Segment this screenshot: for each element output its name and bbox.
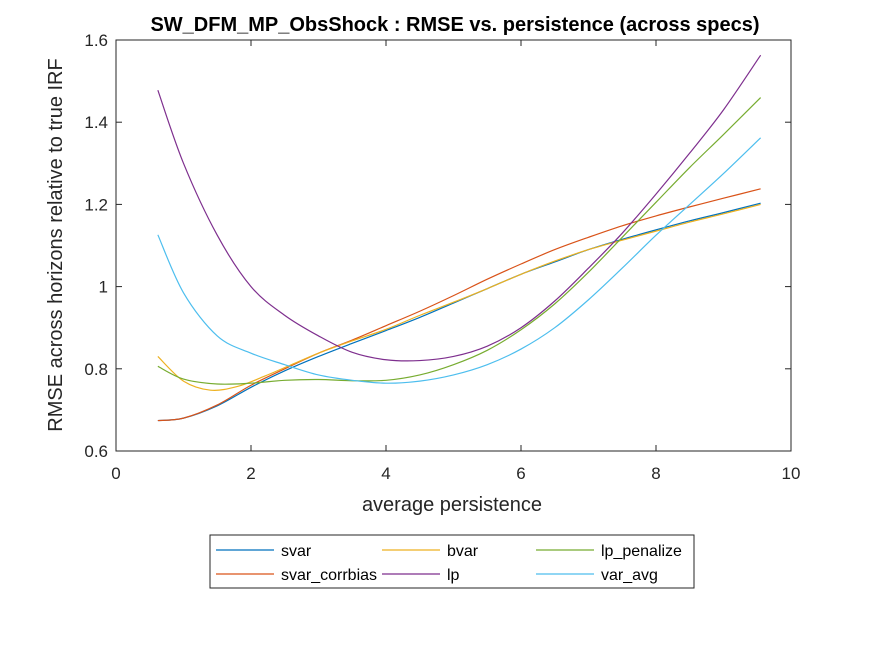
legend-label-var-avg: var_avg [601,567,658,584]
plot-area-box [115,39,792,452]
chart-title: SW_DFM_MP_ObsShock : RMSE vs. persistenc… [150,14,759,36]
y-axis-label: RMSE across horizons relative to true IR… [45,58,67,431]
legend-label-svar: svar [281,543,312,560]
legend-label-lp: lp [447,567,460,584]
x-axis-label: average persistence [362,494,542,516]
series-line-svar-corrbias [157,188,761,422]
series-line-bvar [157,203,761,391]
legend-label-svar-corrbias: svar_corrbias [281,567,377,584]
x-tick-label: 8 [651,464,660,483]
series-line-svar [157,202,761,422]
legend-box [209,534,695,589]
y-tick-label: 1.6 [84,31,108,50]
x-tick-label: 0 [111,464,120,483]
x-tick-label: 4 [381,464,390,483]
y-tick-label: 1.4 [84,113,108,132]
series-line-var-avg [157,137,762,384]
series-line-lp-penalize [157,97,762,385]
x-tick-label: 2 [246,464,255,483]
x-tick-label: 6 [516,464,525,483]
y-tick-label: 1.2 [84,195,108,214]
series-line-lp [157,54,762,362]
legend-label-bvar: bvar [447,543,479,560]
legend: svar bvar lp_penalize svar_corrbias lp var_av… [209,534,695,589]
y-tick-label: 0.6 [84,442,108,461]
series-lines [157,54,762,422]
x-tick-label: 10 [782,464,801,483]
legend-label-lp-penalize: lp_penalize [601,543,682,560]
axes: 0 2 4 6 8 10 0.6 0.8 1 1.2 1.4 1.6 [84,31,800,483]
y-tick-label: 1 [99,278,108,297]
y-tick-label: 0.8 [84,360,108,379]
